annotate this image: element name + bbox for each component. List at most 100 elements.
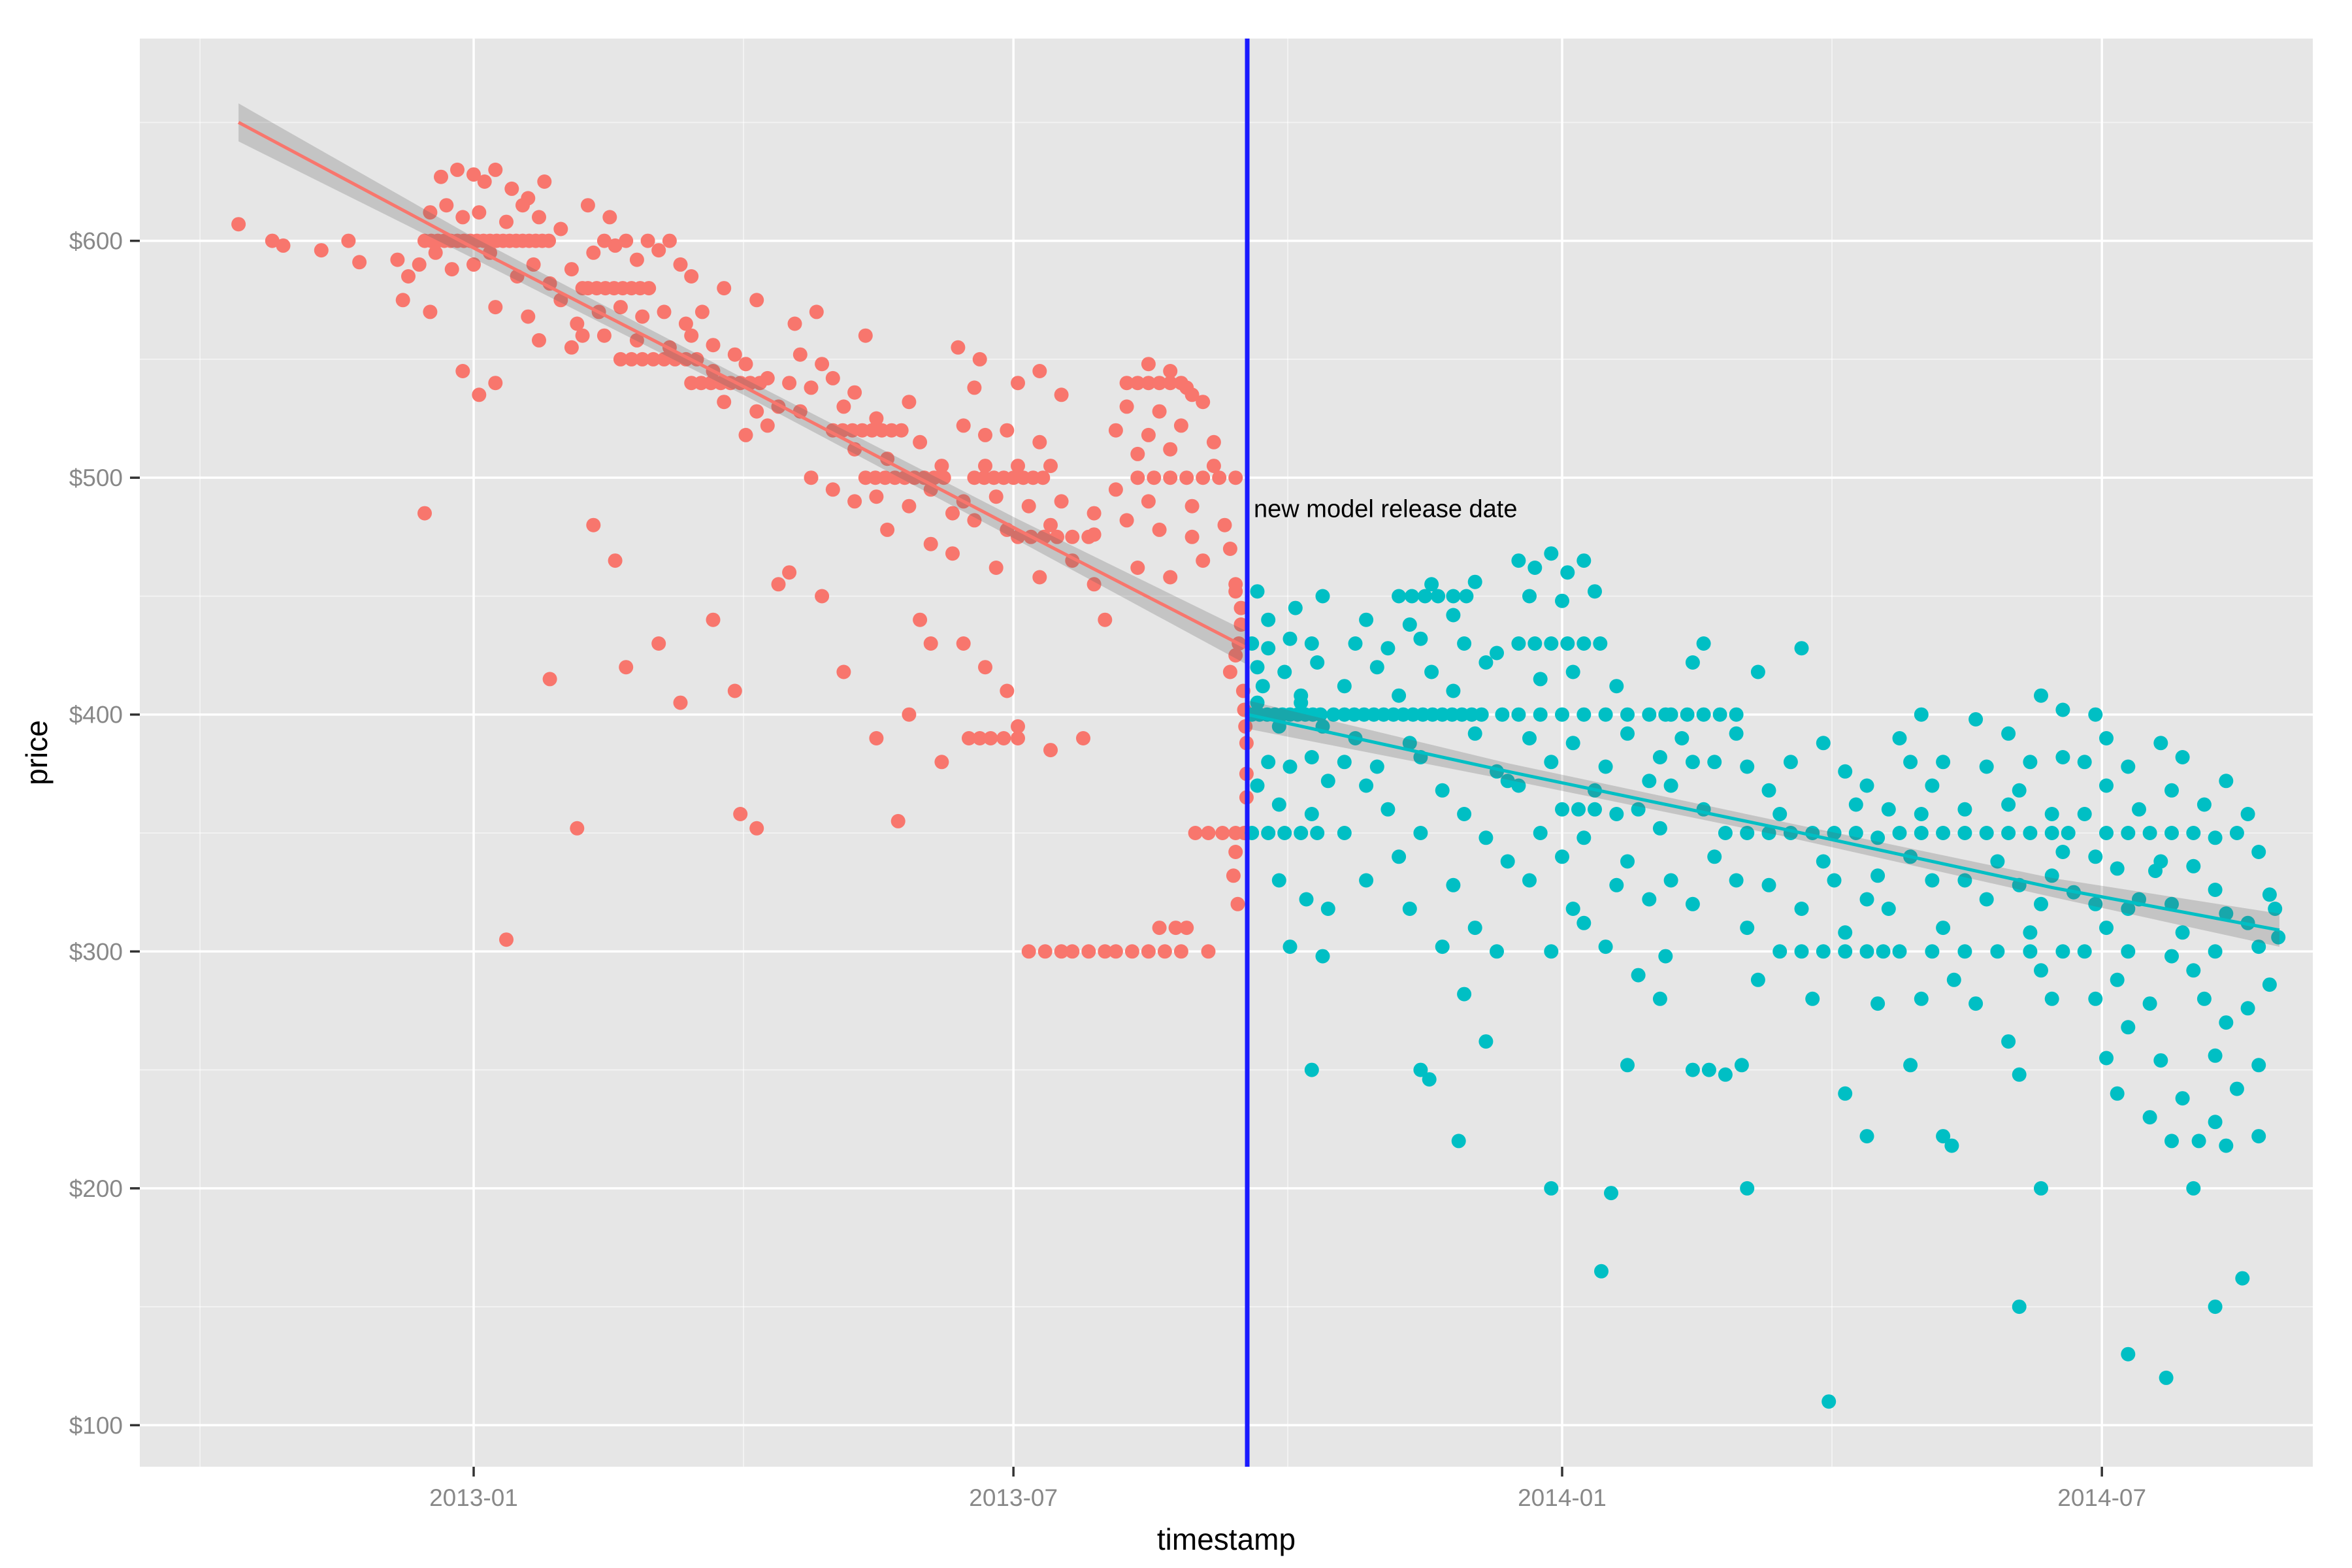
data-point xyxy=(956,418,971,433)
data-point xyxy=(1021,944,1036,959)
data-point xyxy=(1043,743,1058,758)
data-point xyxy=(2153,736,2168,751)
data-point xyxy=(1859,1129,1874,1144)
data-point xyxy=(1037,944,1053,959)
data-point xyxy=(1555,802,1569,817)
data-point xyxy=(1141,427,1156,442)
data-point xyxy=(1422,1072,1437,1087)
data-point xyxy=(1903,755,1918,770)
data-point xyxy=(542,233,556,248)
trend-line xyxy=(237,121,1249,650)
data-point xyxy=(1255,679,1270,694)
data-point xyxy=(1685,896,1700,911)
data-point xyxy=(231,217,246,232)
data-point xyxy=(717,281,732,296)
data-point xyxy=(1555,849,1569,864)
data-point xyxy=(1065,529,1080,544)
data-point xyxy=(951,340,966,355)
data-point xyxy=(537,174,552,189)
data-point xyxy=(1490,645,1504,661)
data-point xyxy=(673,257,688,272)
data-point xyxy=(586,245,601,260)
data-point xyxy=(1588,584,1602,599)
data-point xyxy=(1119,376,1134,391)
data-point xyxy=(2023,826,2038,840)
data-point xyxy=(2077,807,2092,821)
data-point xyxy=(2121,944,2136,959)
data-point xyxy=(1250,695,1265,710)
data-point xyxy=(1179,921,1194,936)
data-point xyxy=(1881,802,1896,817)
data-point xyxy=(2001,826,2016,840)
data-point xyxy=(2164,783,2179,798)
data-point xyxy=(1729,873,1744,888)
data-point xyxy=(2148,864,2163,878)
data-point xyxy=(1936,826,1951,840)
data-point xyxy=(1152,522,1167,537)
data-point xyxy=(792,347,808,362)
data-point xyxy=(1392,849,1407,864)
data-point xyxy=(395,293,410,308)
x-tick-label: 2014-01 xyxy=(1518,1484,1607,1511)
data-point xyxy=(1108,482,1123,497)
data-point xyxy=(1522,589,1537,604)
data-point xyxy=(1405,589,1420,604)
data-point xyxy=(2034,963,2048,978)
data-point xyxy=(2012,783,2027,798)
data-point xyxy=(1141,494,1156,509)
data-point xyxy=(1212,470,1227,485)
data-point xyxy=(651,243,666,258)
data-point xyxy=(1658,949,1673,964)
data-point xyxy=(1500,854,1515,869)
data-point xyxy=(869,489,884,504)
data-point xyxy=(1588,802,1602,817)
data-point xyxy=(2240,1001,2255,1016)
data-point xyxy=(1604,1186,1618,1201)
data-point xyxy=(1152,921,1167,936)
data-point xyxy=(749,404,764,419)
data-point xyxy=(771,577,786,592)
data-point xyxy=(1674,731,1690,745)
data-point xyxy=(1652,750,1667,764)
data-point xyxy=(2132,802,2146,817)
data-point xyxy=(1718,1067,1733,1082)
data-point xyxy=(640,233,655,248)
data-point xyxy=(1827,826,1842,840)
data-point xyxy=(542,672,557,687)
data-point xyxy=(450,162,465,177)
data-point xyxy=(1086,506,1102,521)
y-tick-label: $100 xyxy=(69,1412,123,1439)
data-point xyxy=(1565,664,1580,679)
data-point xyxy=(727,347,742,362)
data-point xyxy=(673,695,688,710)
data-point xyxy=(570,316,585,331)
data-point xyxy=(2110,1086,2125,1101)
data-point xyxy=(1141,376,1156,391)
data-point xyxy=(836,399,851,414)
data-point xyxy=(1816,854,1831,869)
data-point xyxy=(2208,1299,2223,1315)
data-point xyxy=(902,707,917,722)
data-point xyxy=(2044,868,2059,883)
data-point xyxy=(2088,896,2103,911)
data-point xyxy=(1642,707,1657,722)
data-point xyxy=(1571,802,1586,817)
data-point xyxy=(1609,679,1624,694)
data-point xyxy=(2271,930,2286,945)
data-point xyxy=(1609,877,1624,892)
data-point xyxy=(936,470,951,485)
data-point xyxy=(1196,395,1211,410)
data-point xyxy=(1620,1058,1635,1073)
data-point xyxy=(1957,944,1972,959)
data-point xyxy=(1402,736,1417,751)
data-point xyxy=(1522,873,1537,888)
data-point xyxy=(1544,1181,1559,1196)
data-point xyxy=(1729,726,1744,741)
data-point xyxy=(602,210,617,225)
data-point xyxy=(1522,731,1537,745)
data-point xyxy=(1157,944,1172,959)
data-point xyxy=(1467,921,1482,936)
data-point xyxy=(624,351,639,367)
data-point xyxy=(1892,944,1907,959)
